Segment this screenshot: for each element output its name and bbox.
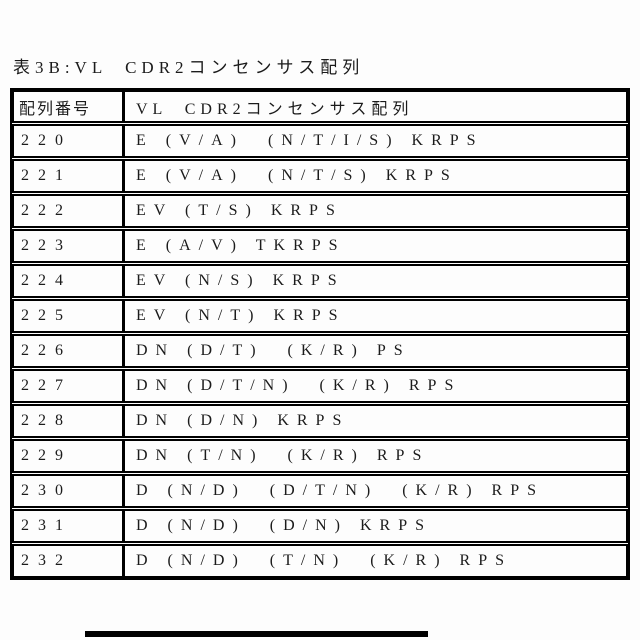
seq-no-cell: 221 <box>14 161 125 191</box>
seq-cell: DN (D/T/N) (K/R) RPS <box>136 377 462 394</box>
seq-no-cell: 230 <box>14 476 125 506</box>
table-row: 226 DN (D/T) (K/R) PS <box>12 334 628 368</box>
seq-cell: DN (D/T) (K/R) PS <box>136 342 411 359</box>
seq-cell: EV (N/T) KRPS <box>136 307 346 324</box>
seq-cell: D (N/D) (D/T/N) (K/R) RPS <box>136 482 544 499</box>
seq-no-cell: 226 <box>14 336 125 366</box>
table-row: 231 D (N/D) (D/N) KRPS <box>12 509 628 543</box>
table-row: 223 E (A/V) TKRPS <box>12 229 628 263</box>
seq-table: 配列番号 VL CDR2コンセンサス配列 220 E (V/A) (N/T/I/… <box>10 88 630 580</box>
seq-no-cell: 220 <box>14 126 125 156</box>
scan-artifact-bar <box>85 631 428 637</box>
seq-no-cell: 225 <box>14 301 125 331</box>
table-row: 229 DN (T/N) (K/R) RPS <box>12 439 628 473</box>
seq-no-cell: 232 <box>14 546 125 576</box>
seq-cell: DN (T/N) (K/R) RPS <box>136 447 430 464</box>
seq-no-cell: 223 <box>14 231 125 261</box>
page-title: 表3B:VL CDR2コンセンサス配列 <box>13 58 365 77</box>
seq-cell: E (V/A) (N/T/S) KRPS <box>136 167 458 184</box>
seq-cell: D (N/D) (D/N) KRPS <box>136 517 432 534</box>
table-row: 228 DN (D/N) KRPS <box>12 404 628 438</box>
seq-no-cell: 222 <box>14 196 125 226</box>
seq-cell: D (N/D) (T/N) (K/R) RPS <box>136 552 512 569</box>
table-row: 221 E (V/A) (N/T/S) KRPS <box>12 159 628 193</box>
seq-no-cell: 231 <box>14 511 125 541</box>
table-row: 220 E (V/A) (N/T/I/S) KRPS <box>12 124 628 158</box>
table-row: 222 EV (T/S) KRPS <box>12 194 628 228</box>
table-row: 232 D (N/D) (T/N) (K/R) RPS <box>12 544 628 578</box>
table-row: 225 EV (N/T) KRPS <box>12 299 628 333</box>
seq-no-cell: 229 <box>14 441 125 471</box>
seq-no-cell: 227 <box>14 371 125 401</box>
seq-cell: E (V/A) (N/T/I/S) KRPS <box>136 132 484 149</box>
seq-no-cell: 224 <box>14 266 125 296</box>
seq-no-cell: 228 <box>14 406 125 436</box>
seq-cell: EV (N/S) KRPS <box>136 272 345 289</box>
seq-cell: DN (D/N) KRPS <box>136 412 350 429</box>
header-seq: VL CDR2コンセンサス配列 <box>136 100 414 118</box>
table-header-row: 配列番号 VL CDR2コンセンサス配列 <box>12 90 628 123</box>
table-row: 224 EV (N/S) KRPS <box>12 264 628 298</box>
seq-cell: E (A/V) TKRPS <box>136 237 346 254</box>
header-seq-no: 配列番号 <box>14 92 125 121</box>
seq-cell: EV (T/S) KRPS <box>136 202 343 219</box>
table-row: 227 DN (D/T/N) (K/R) RPS <box>12 369 628 403</box>
table-row: 230 D (N/D) (D/T/N) (K/R) RPS <box>12 474 628 508</box>
